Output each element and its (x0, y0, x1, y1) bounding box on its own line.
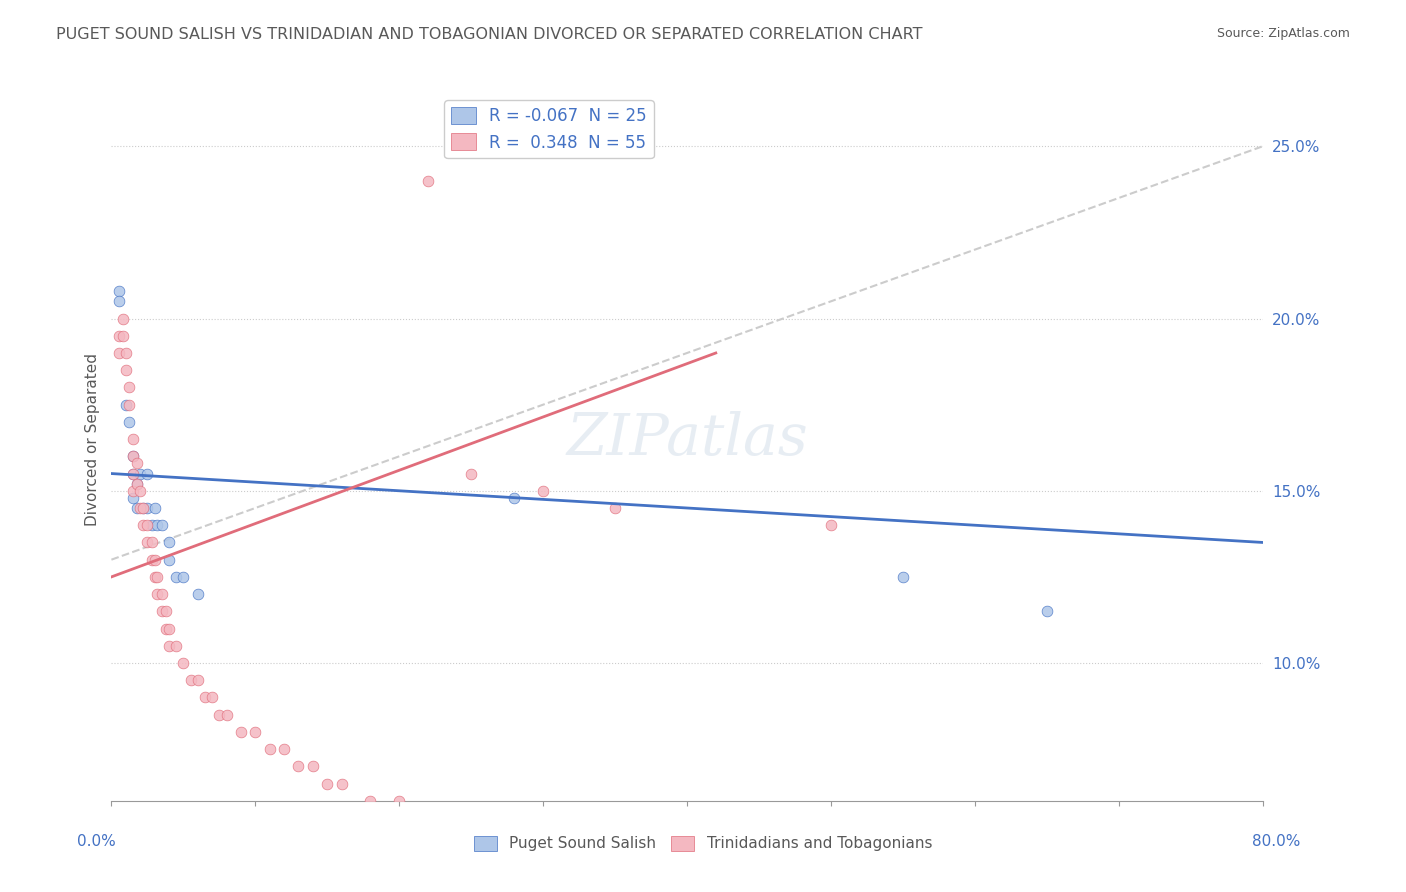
Point (143, 501, 166, 516)
Point (143, 552, 166, 566)
Point (136, 467, 159, 481)
Point (129, 501, 152, 516)
Point (127, 456, 149, 470)
Point (259, 742, 281, 756)
Point (316, 776, 339, 790)
Point (503, 491, 526, 505)
Point (603, 501, 626, 516)
Point (172, 570, 194, 584)
Point (146, 570, 169, 584)
Point (229, 725, 252, 739)
Point (302, 759, 325, 773)
Point (157, 535, 180, 549)
Point (114, 346, 136, 360)
Point (146, 587, 169, 601)
Point (132, 518, 155, 533)
Text: ZIPatlas: ZIPatlas (567, 411, 808, 467)
Point (136, 501, 159, 516)
Point (157, 622, 180, 636)
Point (172, 656, 194, 670)
Point (141, 535, 163, 549)
Point (122, 467, 145, 481)
Point (122, 432, 145, 446)
Text: PUGET SOUND SALISH VS TRINIDADIAN AND TOBAGONIAN DIVORCED OR SEPARATED CORRELATI: PUGET SOUND SALISH VS TRINIDADIAN AND TO… (56, 27, 922, 42)
Point (118, 398, 141, 412)
Point (132, 501, 155, 516)
Point (114, 398, 136, 412)
Point (150, 587, 173, 601)
Legend: R = -0.067  N = 25, R =  0.348  N = 55: R = -0.067 N = 25, R = 0.348 N = 55 (444, 100, 654, 158)
Point (122, 483, 145, 498)
Point (187, 673, 209, 688)
Point (208, 707, 231, 722)
Point (165, 639, 187, 653)
Point (118, 380, 141, 394)
Text: 80.0%: 80.0% (1253, 834, 1301, 849)
Point (155, 604, 177, 618)
Point (122, 467, 145, 481)
Y-axis label: Divorced or Separated: Divorced or Separated (86, 352, 100, 525)
Point (273, 742, 295, 756)
Point (122, 491, 145, 505)
Point (141, 518, 163, 533)
Point (146, 518, 169, 533)
Point (122, 450, 145, 464)
Point (107, 294, 129, 309)
Point (359, 794, 381, 808)
Point (194, 690, 217, 705)
Text: 0.0%: 0.0% (77, 834, 117, 849)
Point (388, 794, 411, 808)
Point (155, 622, 177, 636)
Point (141, 552, 163, 566)
Point (111, 328, 134, 343)
Point (531, 483, 554, 498)
Text: Source: ZipAtlas.com: Source: ZipAtlas.com (1216, 27, 1350, 40)
Point (157, 552, 180, 566)
Point (129, 467, 152, 481)
Point (127, 476, 149, 491)
Point (150, 518, 173, 533)
Point (330, 776, 353, 790)
Point (150, 604, 173, 618)
Point (143, 570, 166, 584)
Point (111, 311, 134, 326)
Point (1035, 604, 1057, 618)
Legend: Puget Sound Salish, Trinidadians and Tobagonians: Puget Sound Salish, Trinidadians and Tob… (468, 830, 938, 857)
Point (122, 450, 145, 464)
Point (201, 690, 224, 705)
Point (460, 467, 482, 481)
Point (107, 284, 129, 298)
Point (136, 535, 159, 549)
Point (127, 501, 149, 516)
Point (215, 707, 238, 722)
Point (118, 415, 141, 429)
Point (157, 639, 180, 653)
Point (107, 346, 129, 360)
Point (820, 518, 842, 533)
Point (245, 725, 267, 739)
Point (129, 483, 152, 498)
Point (127, 476, 149, 491)
Point (287, 759, 309, 773)
Point (187, 587, 209, 601)
Point (107, 328, 129, 343)
Point (114, 363, 136, 377)
Point (416, 174, 439, 188)
Point (165, 570, 187, 584)
Point (180, 673, 202, 688)
Point (136, 518, 159, 533)
Point (891, 570, 914, 584)
Point (132, 501, 155, 516)
